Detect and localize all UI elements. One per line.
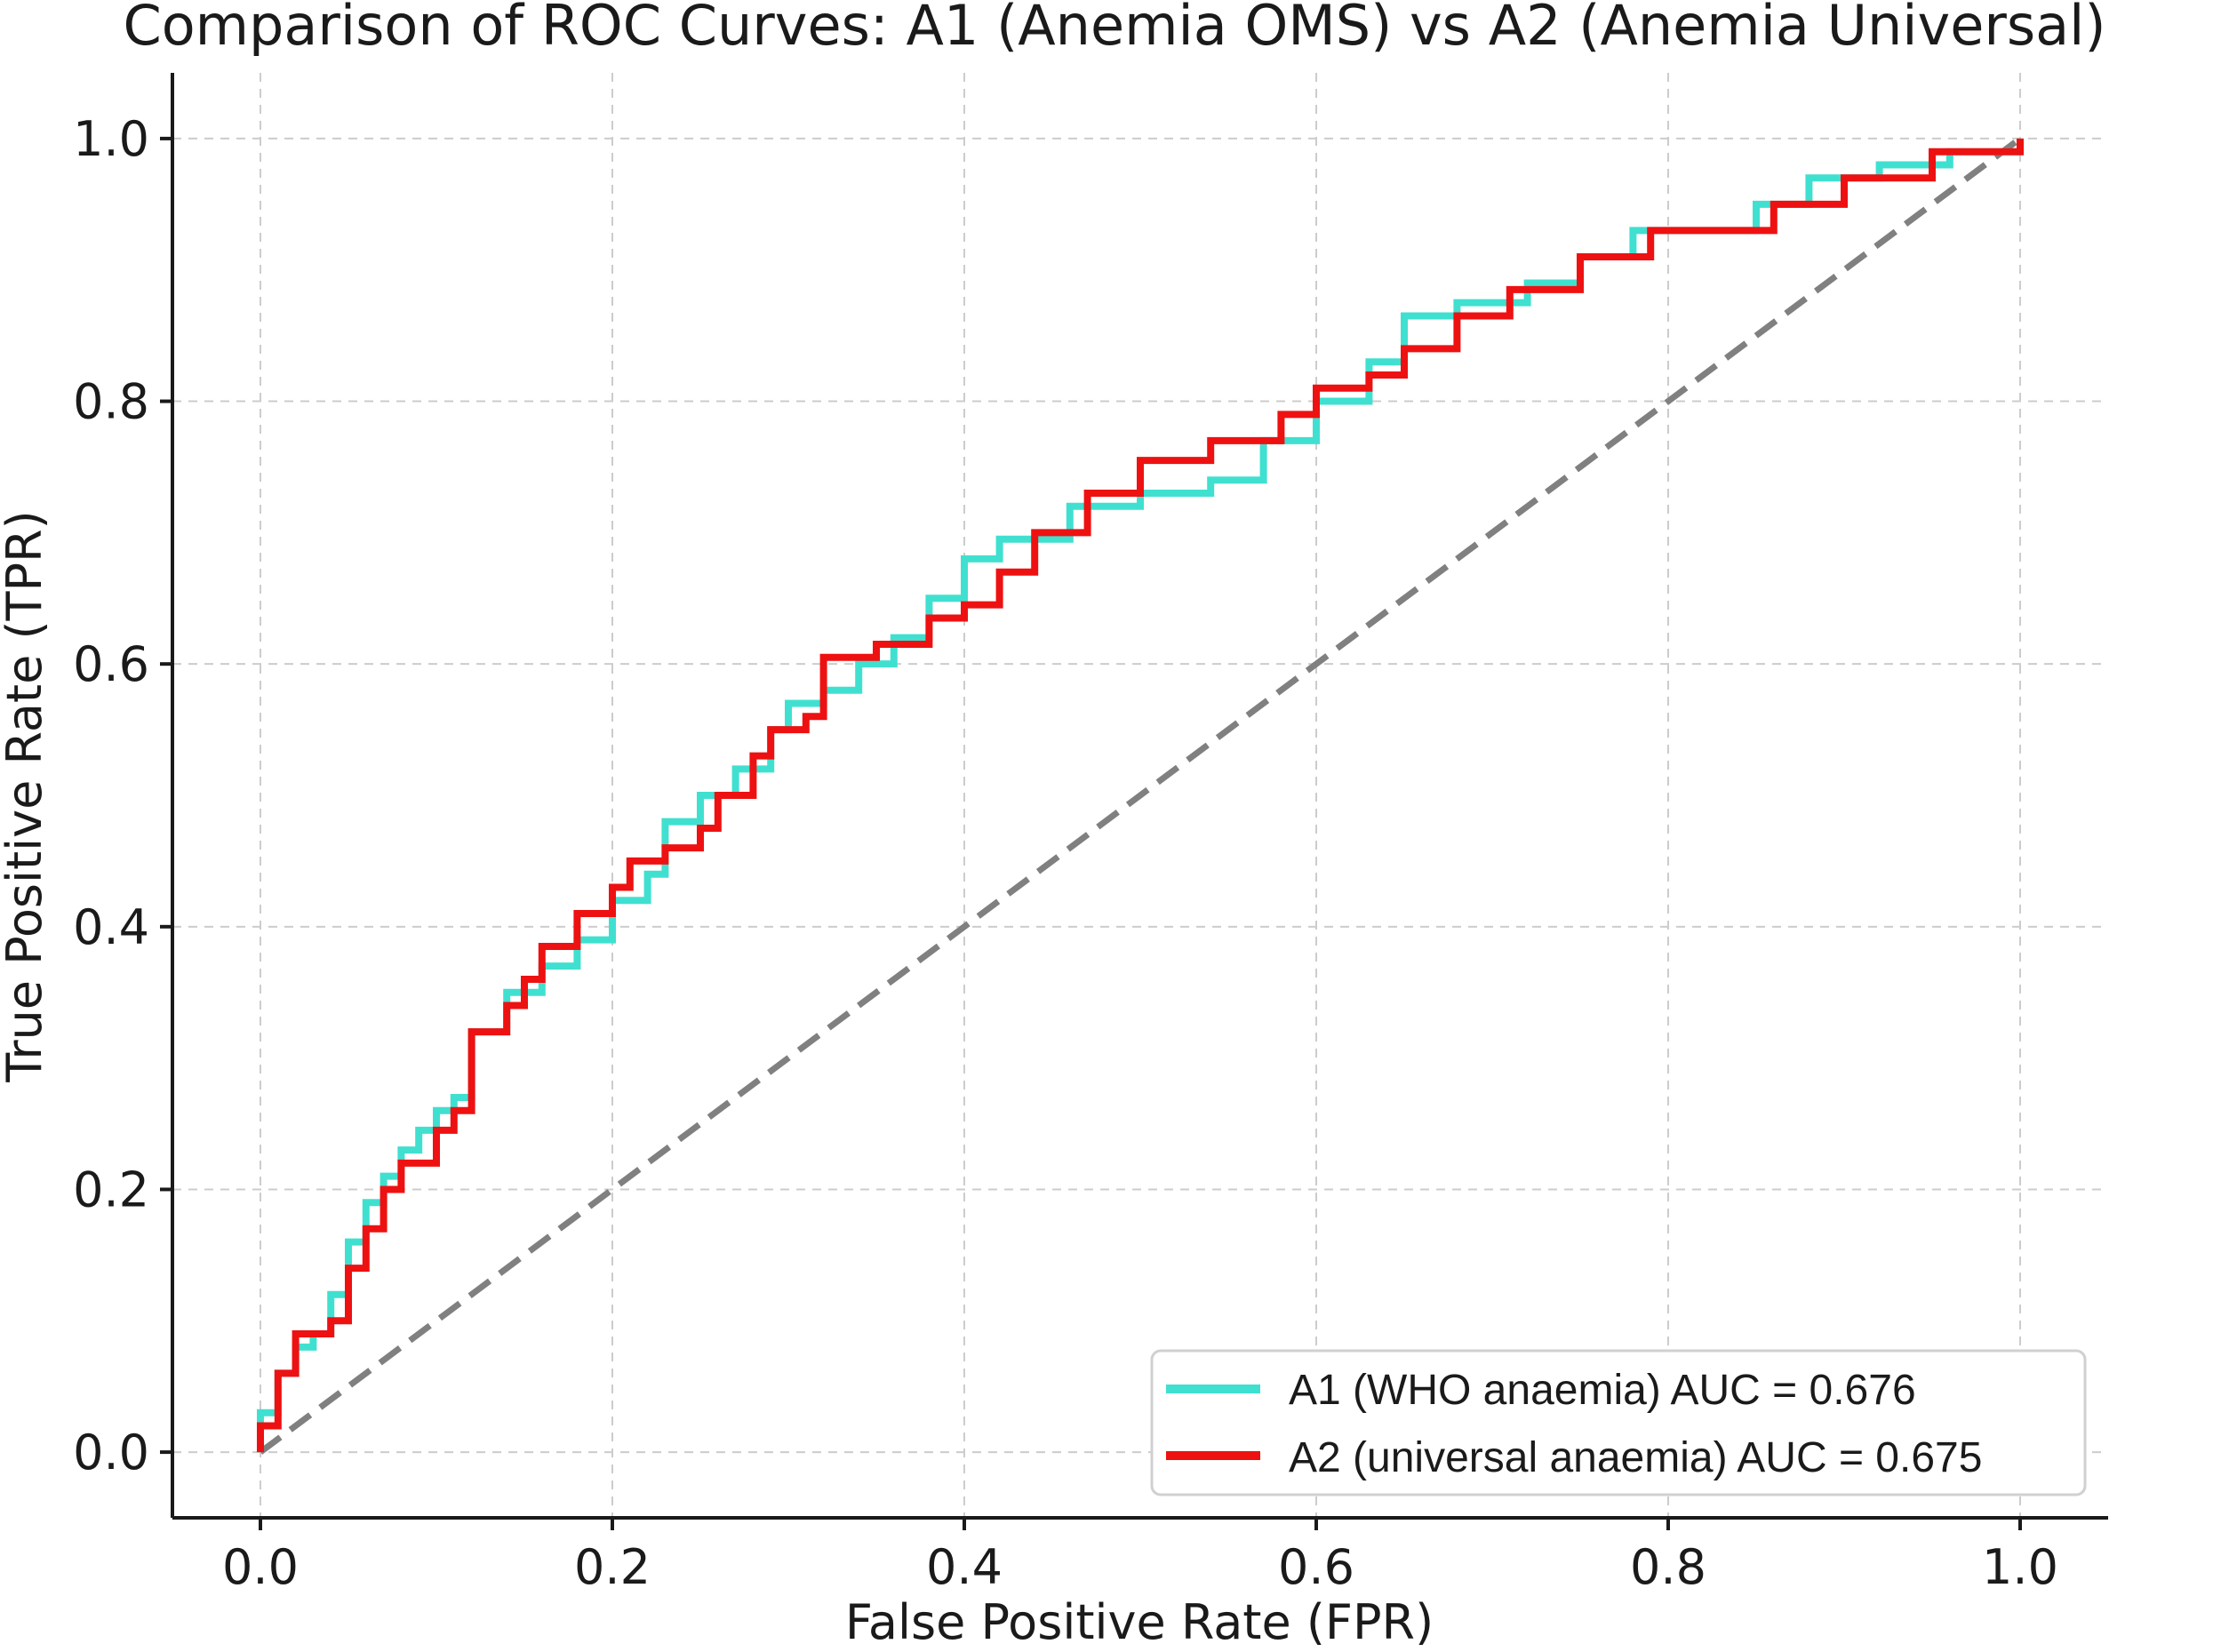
y-tick-labels: 0.0 0.2 0.4 0.6 0.8 1.0: [73, 111, 172, 1480]
x-tick-labels: 0.0 0.2 0.4 0.6 0.8 1.0: [222, 1518, 2058, 1595]
series-layer: [257, 138, 2024, 1453]
legend-entry-a1: A1 (WHO anaemia) AUC = 0.676: [1289, 1367, 1916, 1414]
x-tick-label-3: 0.6: [1278, 1539, 1354, 1595]
x-tick-label-5: 1.0: [1982, 1539, 2058, 1595]
legend-entry-a2: A2 (universal anaemia) AUC = 0.675: [1289, 1434, 1982, 1481]
y-tick-label-2: 0.4: [73, 899, 149, 955]
y-tick-label-5: 1.0: [73, 111, 149, 167]
x-tick-label-1: 0.2: [574, 1539, 651, 1595]
x-tick-label-4: 0.8: [1630, 1539, 1706, 1595]
y-axis-label: True Positive Rate (TPR): [0, 510, 52, 1082]
legend-box: [1150, 1349, 2087, 1496]
y-tick-label-3: 0.6: [73, 636, 149, 692]
y-tick-label-1: 0.2: [73, 1161, 149, 1217]
x-tick-label-2: 0.4: [926, 1539, 1003, 1595]
y-tick-label-4: 0.8: [73, 374, 149, 430]
chart-title: Comparison of ROC Curves: A1 (Anemia OMS…: [123, 0, 2105, 58]
reference-diagonal-line: [258, 136, 2023, 1455]
x-axis-label: False Positive Rate (FPR): [845, 1594, 1434, 1650]
series-line-2: [257, 138, 2024, 1453]
x-tick-label-0: 0.0: [222, 1539, 299, 1595]
grid-lines: [172, 73, 2108, 1518]
legend: A1 (WHO anaemia) AUC = 0.676 A2 (univers…: [1150, 1349, 2087, 1496]
axes: [171, 73, 2108, 1520]
y-tick-label-0: 0.0: [73, 1425, 149, 1480]
